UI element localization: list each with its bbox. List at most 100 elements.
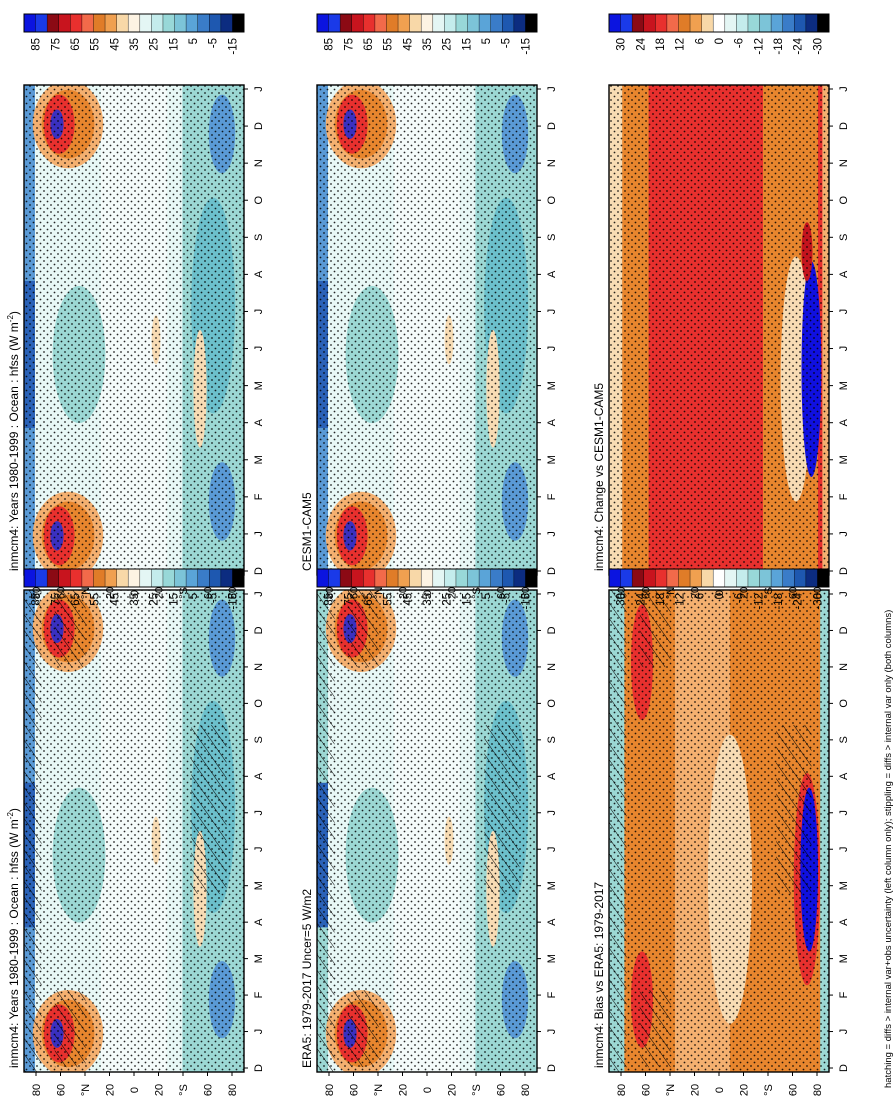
month-tick-label: J [546,810,558,816]
month-tick-label: J [838,591,850,597]
colorbar-label: 5 [481,38,493,44]
colorbar-swatch [479,569,491,587]
colorbar-swatch [643,14,656,32]
colorbar-swatch [805,569,818,587]
lat-tick-label: 0 [129,1087,141,1093]
month-tick-label: J [253,86,265,92]
lat-tick-label: 80 [520,587,532,599]
month-tick-label: D [546,122,558,130]
colorbar-label: 25 [442,593,454,606]
colorbar-swatch [186,14,198,32]
colorbar-swatch [317,569,329,587]
colorbar-label: 30 [616,38,628,51]
colorbar-swatch [24,14,36,32]
colorbar-swatch [232,569,245,587]
month-tick-label: J [838,1029,850,1035]
colorbar-label: -12 [753,593,765,610]
colorbar-swatch [421,569,434,587]
colorbar-swatch [444,14,457,32]
colorbar-swatch [139,569,152,587]
colorbar-swatch [186,569,198,587]
month-tick-label: O [838,196,850,205]
panel-title: inmcm4: Change vs CESM1-CAM5 [592,383,606,571]
month-tick-label: A [546,418,558,426]
colorbar-label: 85 [31,593,43,606]
lat-tick-label: 80 [616,1084,628,1096]
colorbar-swatch [817,569,830,587]
colorbar-label: 25 [149,38,161,51]
colorbar-swatch [713,14,726,32]
month-tick-label: N [838,663,850,671]
colorbar-label: -18 [773,38,785,55]
colorbar-label: 15 [168,38,180,51]
lat-tick-label: °N [80,587,92,599]
lat-tick-label: 60 [641,587,653,599]
colorbar-swatch [116,14,129,32]
month-tick-label: A [838,418,850,426]
colorbar-swatch [151,14,164,32]
colorbar-label: 15 [168,593,180,606]
colorbar-swatch [351,569,364,587]
month-tick-label: O [546,699,558,708]
colorbar-label: 45 [109,38,121,51]
colorbar-swatch [736,14,749,32]
month-tick-label: J [838,810,850,816]
colorbar-swatch [513,569,526,587]
lat-tick-label: °N [665,1084,677,1096]
month-tick-label: A [253,918,265,926]
month-tick-label: F [253,493,265,500]
lat-tick-label: °S [763,587,775,599]
colorbar-swatch [93,569,106,587]
colorbar-label: 55 [383,38,395,51]
month-tick-label: D [253,567,265,575]
month-tick-label: D [838,122,850,130]
colorbar-swatch [105,14,117,32]
colorbar-label: 75 [343,38,355,51]
colorbar-swatch [128,14,141,32]
colorbar-diff-6: 30 24 18 12 6 0 -6 -12 -18 -24 -30 [608,568,830,610]
month-tick-label: D [838,567,850,575]
lat-tick-label: 60 [641,1084,653,1096]
colorbar-swatch [70,569,83,587]
colorbar-swatch [655,14,668,32]
colorbar-swatch [701,569,714,587]
hatching-arctic [609,590,627,1072]
colorbar-label: 24 [635,37,647,50]
panel-model-right-middle: 80 60 °N 20 0 20 °S 60 80 D J F M A M J J A S O N D J CESM1-CAM… [300,84,558,599]
colorbar-swatch [81,569,94,587]
colorbar-swatch [666,569,679,587]
colorbar-label: -15 [520,593,532,610]
month-tick-label: M [838,954,850,963]
month-tick-label: M [253,954,265,963]
colorbar-label: 35 [422,593,434,606]
lat-tick-label: 20 [739,587,751,599]
month-tick-label: F [253,991,265,998]
colorbar-swatch [724,14,737,32]
colorbar-swatch [374,14,387,32]
month-tick-label: S [546,234,558,241]
colorbar-swatch [58,569,71,587]
month-tick-label: D [546,567,558,575]
month-tick-label: A [546,772,558,780]
colorbar-label: 85 [324,593,336,606]
colorbar-swatch [794,569,807,587]
colorbar-label: 30 [616,593,628,606]
colorbar-label: 35 [422,38,434,51]
colorbar-swatch [432,569,445,587]
colorbar-swatch [409,569,422,587]
colorbar-swatch [409,14,422,32]
month-tick-label: D [546,626,558,634]
colorbar-swatch [632,14,645,32]
lat-tick-label: 60 [788,587,800,599]
lat-tick-label: 20 [690,587,702,599]
colorbar-swatch [328,14,341,32]
lat-tick-label: 60 [496,1084,508,1096]
hatching-nh-winter [347,590,379,668]
colorbar-swatch [162,569,175,587]
panel-title: ERA5: 1979-2017 Uncer=5 W/m2 [300,889,314,1068]
colorbar-label: 18 [655,593,667,606]
colorbar-swatch [794,14,807,32]
colorbar-swatch [724,569,737,587]
lat-tick-label: 0 [129,590,141,596]
